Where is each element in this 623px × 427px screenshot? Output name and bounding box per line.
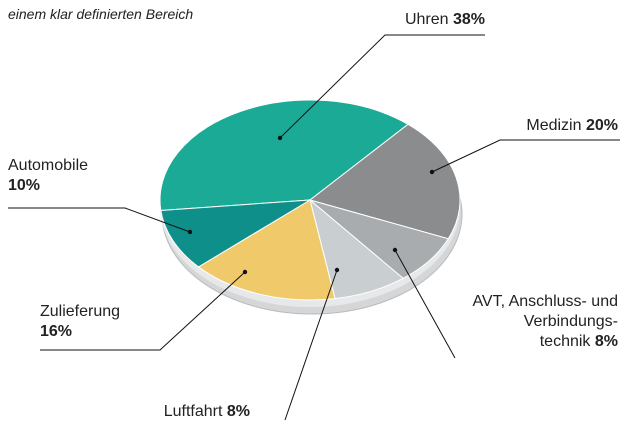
- pie-slice: [159, 99, 409, 211]
- leader-line: [8, 207, 191, 233]
- leader-dot: [277, 135, 283, 141]
- leader-dot: [429, 169, 435, 175]
- slice-label: Medizin 20%: [470, 116, 618, 136]
- value-label: 20%: [585, 117, 618, 134]
- value-label: 8%: [226, 403, 250, 420]
- value-label: 8%: [594, 333, 618, 350]
- category-name: AVT, Anschluss- und Verbindungs- technik: [472, 293, 618, 350]
- leader-line: [284, 269, 338, 421]
- leader-line: [394, 249, 456, 359]
- chart-title: einem klar definierten Bereich: [8, 6, 194, 22]
- value-label: 38%: [452, 11, 485, 28]
- pie-slice: [160, 199, 311, 268]
- slice-label: Automobile 10%: [8, 156, 128, 196]
- slice-label: Luftfahrt 8%: [130, 402, 250, 422]
- slice-label: Zulieferung 16%: [40, 302, 160, 342]
- category-name: Medizin: [526, 117, 582, 134]
- category-name: Automobile: [8, 157, 89, 174]
- slice-label: AVT, Anschluss- und Verbindungs- technik…: [470, 292, 618, 352]
- leader-line: [40, 271, 246, 351]
- leader-dot: [187, 229, 193, 235]
- category-name: Uhren: [404, 11, 449, 28]
- slice-label: Uhren 38%: [380, 10, 485, 30]
- leader-dot: [242, 269, 248, 275]
- pie-slice: [197, 199, 336, 301]
- leader-dot: [334, 267, 340, 273]
- category-name: Luftfahrt: [163, 403, 223, 420]
- value-label: 16%: [40, 323, 73, 340]
- leader-line: [431, 139, 620, 173]
- value-label: 10%: [8, 177, 41, 194]
- leader-dot: [392, 247, 398, 253]
- category-name: Zulieferung: [40, 303, 121, 320]
- leader-line: [279, 34, 485, 139]
